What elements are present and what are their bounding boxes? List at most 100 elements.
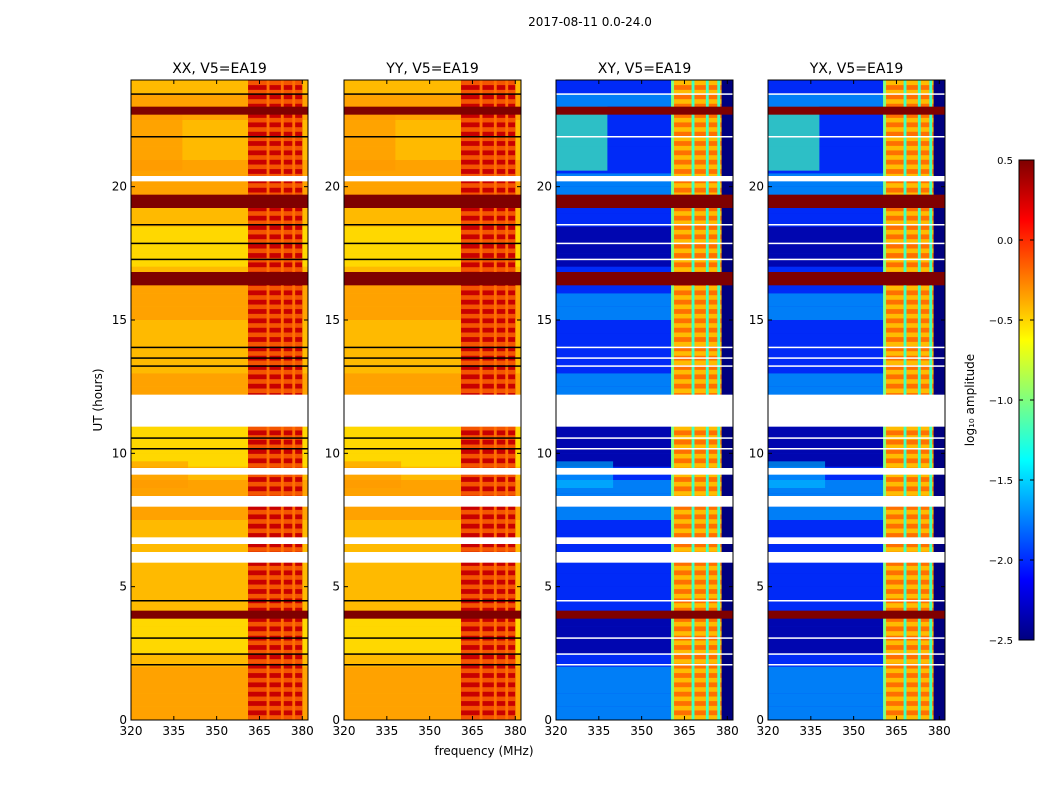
flag-line [344, 258, 521, 261]
rfi-stripe [461, 668, 516, 674]
strong-rfi-row [131, 106, 308, 115]
flagged-time-gap [344, 552, 521, 563]
rfi-stripe [461, 463, 516, 468]
panel-auto-1: YY, V5=EA19 320 335 350 365 380 0 5 10 15 20 [325, 61, 527, 738]
rfi-stripe [673, 687, 728, 692]
rfi-stripe [673, 621, 728, 627]
rfi-stripe [248, 425, 303, 431]
rfi-stripe [885, 388, 940, 394]
rfi-stripe [461, 444, 516, 450]
rfi-stripe [461, 360, 516, 366]
rfi-stripe [673, 295, 728, 300]
rfi-stripe [885, 127, 940, 132]
rfi-stripe [248, 519, 303, 524]
flagged-time-gap [131, 468, 308, 475]
flag-line [768, 437, 945, 439]
colorbar-tick-label: −2.0 [989, 556, 1013, 567]
x-tick-label: 380 [716, 724, 739, 738]
rfi-stripe [673, 220, 728, 226]
y-tick-label: 20 [112, 180, 127, 194]
rfi-stripe [673, 388, 728, 394]
rfi-stripe [673, 117, 728, 123]
rfi-stripe [248, 127, 303, 132]
colorbar-label: log₁₀ amplitude [963, 354, 977, 446]
rfi-stripe [885, 472, 940, 478]
flagged-time-gap [344, 468, 521, 475]
flag-line [344, 224, 521, 226]
x-tick-label: 365 [461, 724, 484, 738]
rfi-stripe [461, 89, 516, 95]
rfi-stripe [461, 481, 516, 487]
strong-rfi-row [768, 272, 945, 286]
rfi-stripe [248, 640, 303, 646]
rfi-stripe [248, 481, 303, 487]
y-tick-label: 15 [325, 313, 340, 327]
rfi-stripe [248, 453, 303, 459]
rfi-stripe [673, 211, 728, 216]
rfi-stripe [673, 341, 728, 347]
flag-line [768, 637, 945, 639]
rfi-stripe [248, 547, 303, 552]
rfi-stripe [673, 351, 728, 356]
colorbar-tick-label: −1.5 [989, 476, 1013, 487]
flagged-time-gap [556, 552, 733, 563]
rfi-stripe [885, 332, 940, 338]
y-tick-label: 5 [332, 580, 340, 594]
rfi-stripe [248, 593, 303, 599]
flagged-time-gap [768, 537, 945, 544]
y-tick-label: 10 [325, 446, 340, 460]
strong-rfi-row [131, 610, 308, 619]
flagged-time-gap [344, 537, 521, 544]
rfi-stripe [461, 248, 516, 254]
rfi-stripe [885, 696, 940, 702]
flag-line [556, 437, 733, 439]
x-tick-label: 320 [333, 724, 356, 738]
x-tick-label: 380 [291, 724, 314, 738]
rfi-stripe [461, 155, 516, 160]
rfi-stripe [673, 239, 728, 244]
rfi-stripe [248, 668, 303, 674]
heatmap-feature [344, 461, 402, 488]
rfi-stripe [248, 155, 303, 160]
flag-line [344, 437, 521, 439]
y-tick-label: 5 [119, 580, 127, 594]
y-tick-label: 10 [537, 446, 552, 460]
flag-line [344, 664, 521, 666]
flag-line [768, 600, 945, 602]
y-tick-label: 15 [749, 313, 764, 327]
rfi-stripe [673, 425, 728, 431]
rfi-stripe [673, 360, 728, 366]
rfi-stripe [248, 388, 303, 394]
rfi-stripe [248, 463, 303, 468]
rfi-stripe [248, 715, 303, 720]
rfi-stripe [248, 341, 303, 347]
rfi-stripe [885, 705, 940, 711]
flag-line [344, 357, 521, 359]
flag-line [344, 93, 521, 95]
flag-line [556, 365, 733, 367]
flag-line [131, 136, 308, 138]
panel-cross-3: YX, V5=EA19 320 335 350 365 380 0 5 10 15 20 [749, 61, 951, 738]
rfi-stripe [461, 145, 516, 151]
rfi-stripe [885, 239, 940, 244]
panel-title: YY, V5=EA19 [385, 61, 478, 77]
rfi-stripe [673, 183, 728, 188]
flag-line [768, 365, 945, 367]
flag-line [556, 664, 733, 666]
rfi-stripe [673, 481, 728, 487]
heatmap-feature [131, 461, 189, 488]
rfi-stripe [673, 547, 728, 552]
rfi-stripe [885, 453, 940, 459]
y-tick-label: 0 [756, 713, 764, 727]
flag-line [131, 637, 308, 639]
strong-rfi-row [556, 194, 733, 208]
rfi-stripe [461, 547, 516, 552]
strong-rfi-row [344, 194, 521, 208]
rfi-stripe [248, 145, 303, 151]
rfi-stripe [248, 229, 303, 235]
y-tick-label: 10 [112, 446, 127, 460]
rfi-stripe [248, 183, 303, 188]
rfi-stripe [673, 528, 728, 534]
rfi-stripe [248, 164, 303, 170]
rfi-stripe [673, 575, 728, 580]
